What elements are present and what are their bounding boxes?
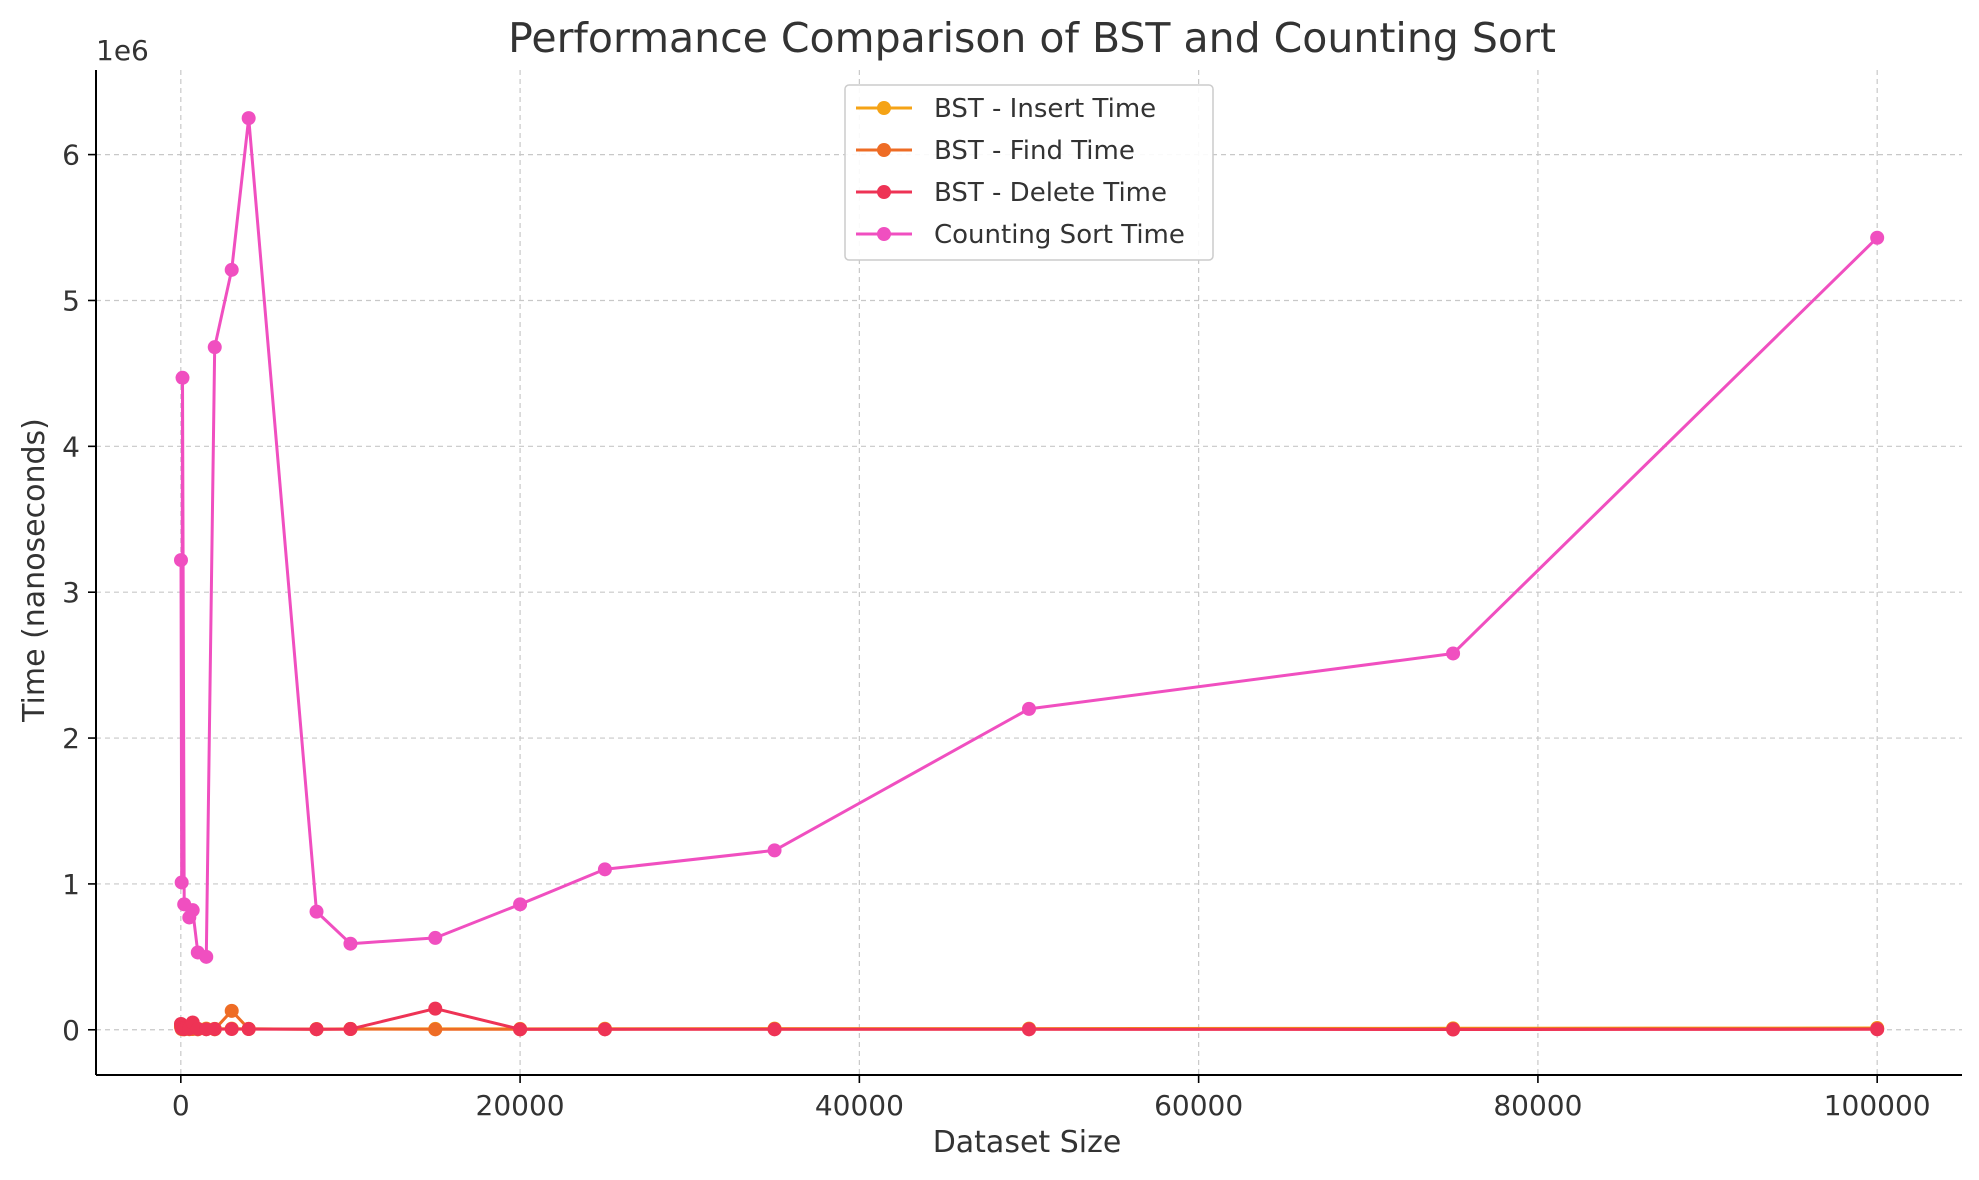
x-tick-label: 0	[172, 1089, 190, 1122]
data-point-counting-sort-time	[343, 936, 358, 951]
axes: 0 20000 40000 60000 80000 100000 0 1 2 3 4 5 6	[62, 70, 1962, 1122]
x-tick-label: 80000	[1493, 1089, 1582, 1122]
data-point-counting-sort-time	[309, 904, 324, 919]
data-point-bst-delete-time	[1870, 1022, 1885, 1037]
x-tick-label: 40000	[815, 1089, 904, 1122]
series-counting-sort-time	[173, 111, 1885, 964]
legend-item-bst-delete-time: BST - Delete Time	[856, 178, 1167, 208]
y-offset-label: 1e6	[96, 34, 149, 67]
x-tick-label: 100000	[1824, 1089, 1931, 1122]
y-tick-label: 5	[62, 284, 80, 317]
data-point-bst-delete-time	[309, 1022, 324, 1037]
data-point-counting-sort-time	[241, 111, 256, 126]
data-point-counting-sort-time	[207, 340, 222, 355]
y-tick-label: 0	[62, 1014, 80, 1047]
y-tick-label: 2	[62, 722, 80, 755]
y-tick-label: 6	[62, 139, 80, 172]
data-point-bst-find-time	[428, 1022, 443, 1037]
data-point-bst-find-time	[224, 1003, 239, 1018]
legend-item-bst-find-time: BST - Find Time	[856, 136, 1135, 166]
data-point-bst-delete-time	[428, 1001, 443, 1016]
data-point-counting-sort-time	[224, 262, 239, 277]
data-point-bst-delete-time	[1022, 1022, 1036, 1037]
data-point-counting-sort-time	[175, 370, 190, 385]
legend-item-bst-insert-time: BST - Insert Time	[856, 94, 1156, 124]
y-axis-label: Time (nanoseconds)	[17, 418, 52, 723]
legend-label: BST - Insert Time	[934, 94, 1156, 124]
data-point-counting-sort-time	[428, 930, 443, 945]
legend: BST - Insert Time BST - Find Time BST - De…	[844, 84, 1214, 261]
data-point-bst-delete-time	[767, 1022, 782, 1037]
legend-item-counting-sort-time: Counting Sort Time	[856, 220, 1185, 250]
legend-swatch-marker	[877, 143, 891, 157]
legend-label: BST - Find Time	[934, 136, 1135, 166]
data-point-bst-delete-time	[241, 1022, 256, 1037]
x-axis-label: Dataset Size	[933, 1125, 1122, 1160]
data-point-counting-sort-time	[199, 949, 214, 964]
data-point-counting-sort-time	[1022, 701, 1036, 716]
data-point-counting-sort-time	[513, 897, 528, 912]
legend-label: Counting Sort Time	[934, 220, 1185, 250]
chart-title: Performance Comparison of BST and Counti…	[508, 14, 1556, 62]
data-point-counting-sort-time	[185, 903, 200, 918]
legend-label: BST - Delete Time	[934, 178, 1167, 208]
data-point-bst-delete-time	[207, 1022, 222, 1037]
x-tick-label: 20000	[476, 1089, 565, 1122]
legend-swatch-marker	[877, 185, 891, 199]
y-tick-label: 3	[62, 576, 80, 609]
data-point-bst-delete-time	[597, 1022, 612, 1037]
legend-swatch-marker	[877, 227, 891, 241]
data-point-counting-sort-time	[1446, 646, 1461, 661]
data-point-bst-delete-time	[224, 1022, 239, 1037]
data-point-bst-delete-time	[1446, 1022, 1461, 1037]
legend-swatch-marker	[877, 101, 891, 115]
data-point-bst-delete-time	[343, 1022, 358, 1037]
data-point-counting-sort-time	[767, 843, 782, 858]
data-point-counting-sort-time	[597, 862, 612, 877]
legend-box	[844, 84, 1214, 261]
x-tick-label: 60000	[1154, 1089, 1243, 1122]
y-tick-label: 1	[62, 868, 80, 901]
data-point-counting-sort-time	[173, 553, 188, 568]
data-point-counting-sort-time	[174, 875, 189, 890]
data-point-bst-delete-time	[513, 1022, 528, 1037]
y-tick-label: 4	[62, 430, 80, 463]
series-bst-delete-time	[173, 1001, 1885, 1037]
data-point-counting-sort-time	[1870, 230, 1885, 245]
plot-series	[173, 111, 1885, 1037]
